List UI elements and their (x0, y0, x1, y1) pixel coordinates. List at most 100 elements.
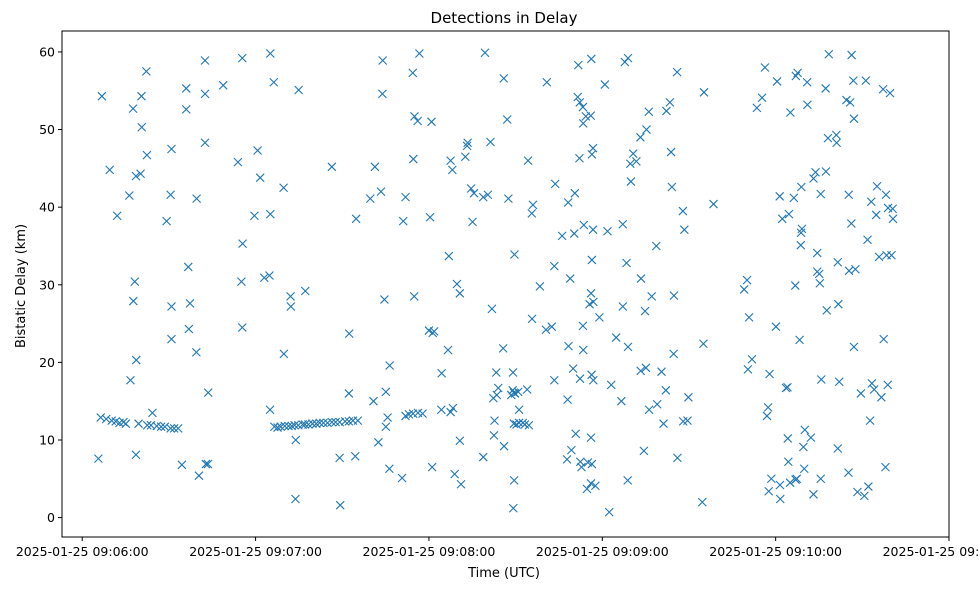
data-point (96, 413, 106, 422)
x-tick-label: 2025-01-25 09:06:00 (16, 544, 149, 559)
data-point (462, 141, 472, 151)
data-point (874, 252, 884, 262)
data-point (603, 226, 612, 236)
data-point (498, 344, 508, 353)
data-point (504, 194, 513, 204)
data-point (378, 89, 387, 99)
data-point (167, 334, 176, 344)
data-point (446, 407, 455, 417)
data-point (162, 216, 171, 226)
data-point (425, 212, 435, 222)
data-point (847, 50, 857, 60)
data-point (308, 419, 317, 429)
data-point (588, 225, 598, 235)
data-point (141, 66, 151, 76)
data-point (783, 457, 793, 467)
data-point (777, 214, 787, 224)
data-point (265, 405, 275, 415)
data-point (575, 374, 585, 384)
data-point (105, 165, 115, 175)
data-point (762, 411, 772, 421)
data-point (97, 91, 107, 101)
data-point (550, 179, 560, 189)
data-point (795, 335, 805, 345)
data-point (802, 77, 812, 87)
data-point (636, 366, 646, 376)
data-point (460, 152, 470, 162)
data-point (523, 156, 533, 165)
data-point (177, 460, 187, 470)
data-point (586, 111, 596, 120)
data-point (844, 468, 853, 477)
data-point (563, 198, 573, 207)
data-point (562, 455, 572, 464)
data-point (563, 395, 573, 405)
data-point (566, 445, 576, 455)
data-point (509, 475, 519, 485)
data-point (373, 437, 383, 447)
data-point (455, 288, 465, 298)
data-point (573, 92, 583, 102)
data-point (775, 191, 785, 201)
data-point (124, 191, 134, 200)
data-point (203, 388, 213, 398)
data-point (286, 302, 296, 311)
data-point (142, 150, 152, 160)
data-point (623, 475, 633, 485)
data-point (640, 306, 650, 316)
data-point (218, 80, 228, 90)
data-point (771, 322, 781, 332)
data-point (335, 500, 345, 510)
data-point (823, 133, 833, 143)
data-point (480, 48, 490, 58)
y-tick-label: 50 (39, 122, 55, 137)
data-point (493, 383, 503, 393)
data-point (128, 104, 138, 113)
data-point (514, 405, 524, 415)
data-point (446, 156, 455, 165)
data-point (665, 98, 675, 107)
data-point (600, 80, 610, 89)
data-point (401, 192, 410, 202)
data-point (641, 363, 651, 373)
data-point (137, 122, 147, 132)
y-tick-label: 0 (47, 510, 55, 525)
x-tick-label: 2025-01-25 09:09:00 (536, 544, 669, 559)
data-point (672, 67, 682, 77)
data-point (571, 429, 581, 439)
data-point (859, 491, 869, 501)
data-point (879, 334, 889, 344)
data-point (427, 462, 437, 472)
data-point (447, 165, 457, 175)
data-point (647, 292, 657, 301)
data-point (384, 464, 394, 474)
data-point (679, 225, 689, 235)
data-point (616, 396, 626, 406)
data-point (775, 480, 785, 490)
data-point (463, 138, 473, 148)
data-point (579, 220, 589, 230)
data-point (279, 349, 289, 359)
data-point (340, 416, 350, 426)
data-point (194, 471, 204, 481)
x-tick-label: 2025-01-25 09:10:00 (709, 544, 842, 559)
data-point (821, 84, 831, 93)
data-point (747, 354, 757, 364)
data-points (94, 48, 898, 517)
data-point (443, 345, 453, 355)
data-point (618, 219, 628, 229)
data-point (429, 326, 439, 336)
data-point (785, 478, 795, 488)
data-point (510, 250, 519, 259)
data-point (659, 419, 668, 429)
data-point (824, 49, 834, 59)
y-tick-label: 60 (39, 44, 55, 59)
data-point (796, 182, 806, 192)
data-point (487, 304, 497, 314)
data-point (867, 378, 877, 388)
data-point (816, 375, 826, 384)
y-tick-label: 20 (39, 355, 55, 370)
data-point (191, 347, 201, 357)
data-point (793, 68, 802, 78)
data-point (201, 459, 211, 469)
